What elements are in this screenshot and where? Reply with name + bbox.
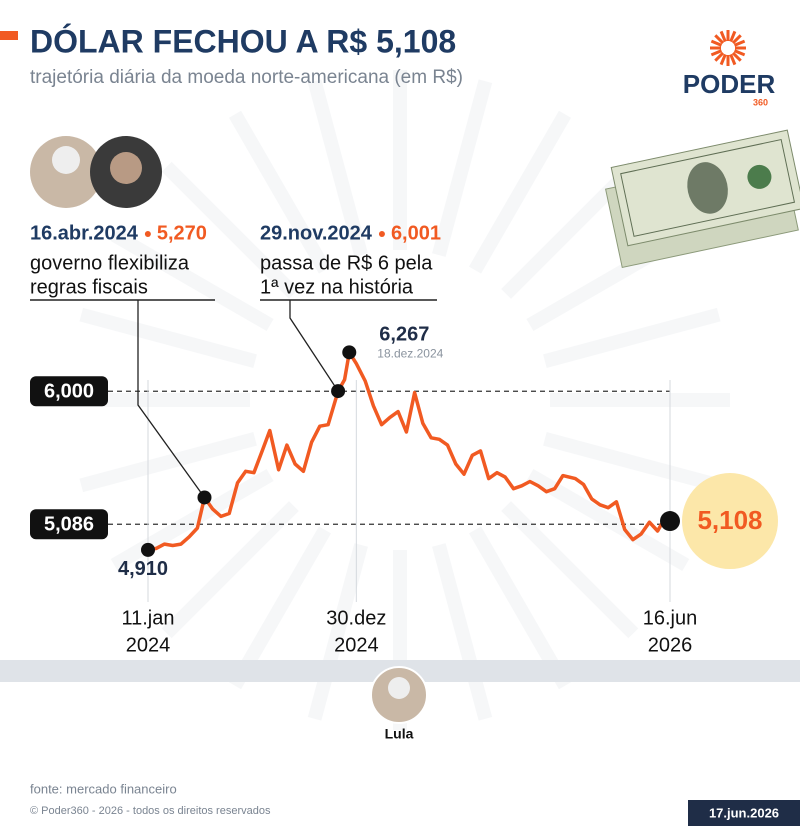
burst-ray — [526, 468, 690, 572]
event-text: passa de R$ 6 pela — [260, 252, 433, 274]
bill-portrait — [687, 162, 728, 214]
point-dot — [342, 345, 357, 360]
date-box — [688, 800, 800, 826]
logo-sub: 360 — [753, 97, 768, 107]
burst-ray — [543, 432, 721, 493]
title: DÓLAR FECHOU A R$ 5,108 — [30, 23, 456, 59]
source: fonte: mercado financeiro — [30, 781, 177, 796]
sun-ray — [714, 34, 725, 45]
end-badge — [682, 473, 778, 570]
burst-ray — [110, 228, 274, 332]
y-tick-box — [30, 376, 108, 407]
burst-ray — [501, 501, 639, 639]
copyright: © Poder360 - 2026 - todos os direitos re… — [30, 805, 271, 817]
logo-name: PODER — [683, 69, 776, 99]
sun-ray — [733, 39, 746, 47]
title-accent — [0, 31, 18, 40]
point-dot — [141, 542, 155, 557]
x-tick-label: 2026 — [648, 634, 693, 656]
burst-ray — [307, 79, 368, 257]
event-date: 16.abr.2024 — [30, 222, 139, 244]
sun-ray — [719, 30, 727, 43]
subtitle: trajetória diária da moeda norte-america… — [30, 67, 463, 88]
burst-ray — [432, 79, 493, 257]
point-label: 6,267 — [379, 324, 429, 346]
x-tick-label: 2024 — [126, 634, 171, 656]
dollar-bills — [605, 129, 800, 269]
background-burst — [70, 70, 730, 730]
x-tick-label: 11.jan — [121, 607, 174, 629]
burst-ray — [307, 543, 368, 721]
event-value: 6,001 — [391, 222, 441, 244]
event-dot — [197, 490, 212, 505]
president-label: Lula — [385, 726, 414, 742]
event-text: regras fiscais — [30, 276, 148, 298]
x-tick-label: 2024 — [334, 634, 379, 656]
burst-ray — [161, 161, 299, 299]
logo-sun — [710, 30, 746, 66]
y-tick-label: 6,000 — [44, 381, 94, 403]
bill-seal — [747, 164, 772, 189]
sun-ray — [733, 49, 746, 57]
burst-ray — [228, 526, 332, 690]
event-date: 29.nov.2024 — [260, 222, 373, 244]
sun-ray — [714, 51, 725, 62]
point-dot — [660, 511, 680, 532]
event-text: governo flexibiliza — [30, 252, 190, 274]
burst-ray — [161, 501, 299, 639]
sun-ray — [710, 39, 723, 47]
sun-ray — [731, 51, 742, 62]
y-tick-box — [30, 509, 108, 540]
bill-border — [620, 138, 796, 237]
point-label: 4,910 — [118, 558, 168, 580]
event-value: 5,270 — [157, 222, 207, 244]
date: 17.jun.2026 — [709, 805, 779, 820]
sun-ray — [731, 34, 742, 45]
event-bullet — [144, 231, 151, 237]
event-bullet — [378, 231, 385, 237]
point-label: 5,108 — [697, 505, 762, 535]
price-line — [147, 350, 672, 552]
burst-ray — [79, 432, 257, 493]
sun-ray — [729, 30, 737, 43]
burst-ray — [468, 526, 572, 690]
burst-ray — [110, 468, 274, 572]
burst-ray — [543, 307, 721, 368]
sun-ray — [719, 53, 727, 66]
burst-ray — [79, 307, 257, 368]
burst-ray — [432, 543, 493, 721]
burst-ray — [228, 110, 332, 274]
x-tick-label: 16.jun — [643, 607, 698, 629]
event-text: 1ª vez na história — [260, 276, 414, 298]
leader-line — [289, 300, 339, 392]
leader-line — [137, 300, 206, 498]
x-tick-label: 30.dez — [326, 607, 386, 629]
point-date: 18.dez.2024 — [377, 347, 443, 361]
y-tick-label: 5,086 — [44, 514, 94, 536]
sun-ray — [729, 53, 737, 66]
photo-hair — [388, 677, 410, 699]
sun-ray — [710, 49, 723, 57]
photo-hair — [52, 146, 80, 174]
photo-face — [110, 152, 142, 184]
event-dot — [331, 384, 346, 399]
burst-ray — [468, 110, 572, 274]
